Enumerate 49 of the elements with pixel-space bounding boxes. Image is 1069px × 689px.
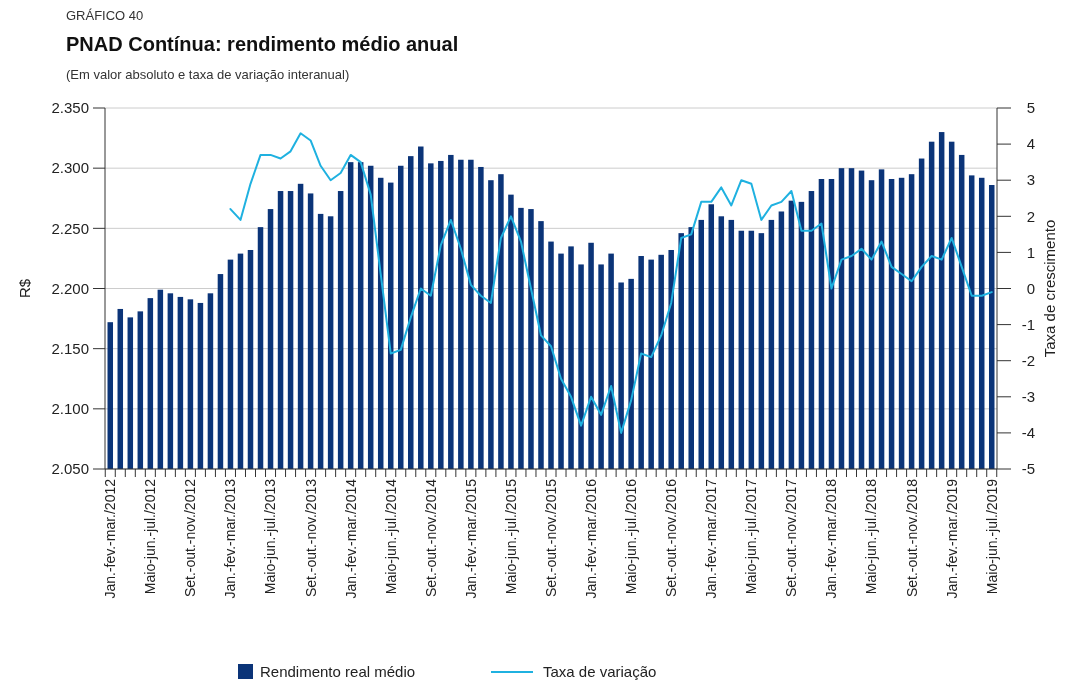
legend-label: Taxa de variação [543, 663, 657, 680]
y-tick-label: 2.150 [51, 339, 89, 357]
x-tick-label: Jan.-fev.-mar./2015 [462, 478, 479, 599]
x-tick-label: Set.-out.-nov./2018 [903, 478, 920, 598]
x-tick-label: Set.-out.-nov./2013 [302, 478, 319, 598]
y2-tick-label: 3 [1026, 171, 1035, 189]
x-tick-label: Jan.-fev.-mar./2013 [222, 478, 239, 599]
x-tick-label: Set.-out.-nov./2017 [783, 478, 800, 598]
y-tick-label: 2.050 [51, 460, 89, 478]
y2-tick-label: 4 [1026, 135, 1035, 153]
x-tick-label: Set.-out.-nov./2014 [422, 478, 439, 598]
y-axis-title: R$ [16, 278, 33, 299]
y2-tick-label: -1 [1021, 315, 1035, 333]
y2-tick-label: -5 [1021, 460, 1035, 478]
y-tick-label: 2.100 [51, 400, 89, 418]
x-tick-label: Set.-out.-nov./2015 [542, 478, 559, 598]
y2-axis-title: Taxa de crescimento [1041, 219, 1058, 358]
x-tick-label: Maio-jun.-jul./2012 [142, 478, 159, 595]
y-tick-label: 2.300 [51, 159, 89, 177]
y2-tick-label: 1 [1026, 243, 1035, 261]
x-tick-label: Maio-jun.-jul./2015 [502, 478, 519, 595]
line-series [229, 132, 993, 434]
x-tick-label: Maio-jun.-jul./2017 [743, 478, 760, 595]
chart-subtitle: (Em valor absoluto e taxa de variação interanual) [66, 67, 350, 82]
x-tick-label: Set.-out.-nov./2016 [663, 478, 680, 598]
x-tick-label: Maio-jun.-jul./2018 [863, 478, 880, 595]
x-tick-label: Jan.-fev.-mar./2012 [102, 478, 119, 599]
y2-tick-label: -3 [1021, 388, 1035, 406]
x-tick-label: Set.-out.-nov./2012 [182, 478, 199, 598]
y2-tick-label: 0 [1026, 279, 1035, 297]
x-tick-label: Maio-jun.-jul./2019 [983, 478, 1000, 595]
legend-label: Rendimento real médio [260, 663, 416, 680]
x-tick-label: Jan.-fev.-mar./2016 [582, 478, 599, 599]
text: GRÁFICO 40 [66, 8, 144, 23]
x-tick-label: Maio-jun.-jul./2016 [623, 478, 640, 595]
y2-tick-label: 5 [1026, 99, 1035, 117]
x-tick-label: Jan.-fev.-mar./2014 [342, 478, 359, 599]
x-tick-label: Jan.-fev.-mar./2018 [823, 478, 840, 599]
x-tick-label: Jan.-fev.-mar./2019 [943, 478, 960, 599]
y-tick-label: 2.350 [51, 99, 89, 117]
y2-tick-label: -2 [1021, 351, 1035, 369]
x-tick-label: Jan.-fev.-mar./2017 [703, 478, 720, 599]
x-tick-label: Maio-jun.-jul./2013 [262, 478, 279, 595]
y-tick-label: 2.250 [51, 219, 89, 237]
chart-title: PNAD Contínua: rendimento médio anual [66, 33, 459, 55]
y2-tick-label: -4 [1021, 424, 1035, 442]
y2-tick-label: 2 [1026, 207, 1035, 225]
x-tick-label: Maio-jun.-jul./2014 [382, 478, 399, 595]
y-tick-label: 2.200 [51, 279, 89, 297]
